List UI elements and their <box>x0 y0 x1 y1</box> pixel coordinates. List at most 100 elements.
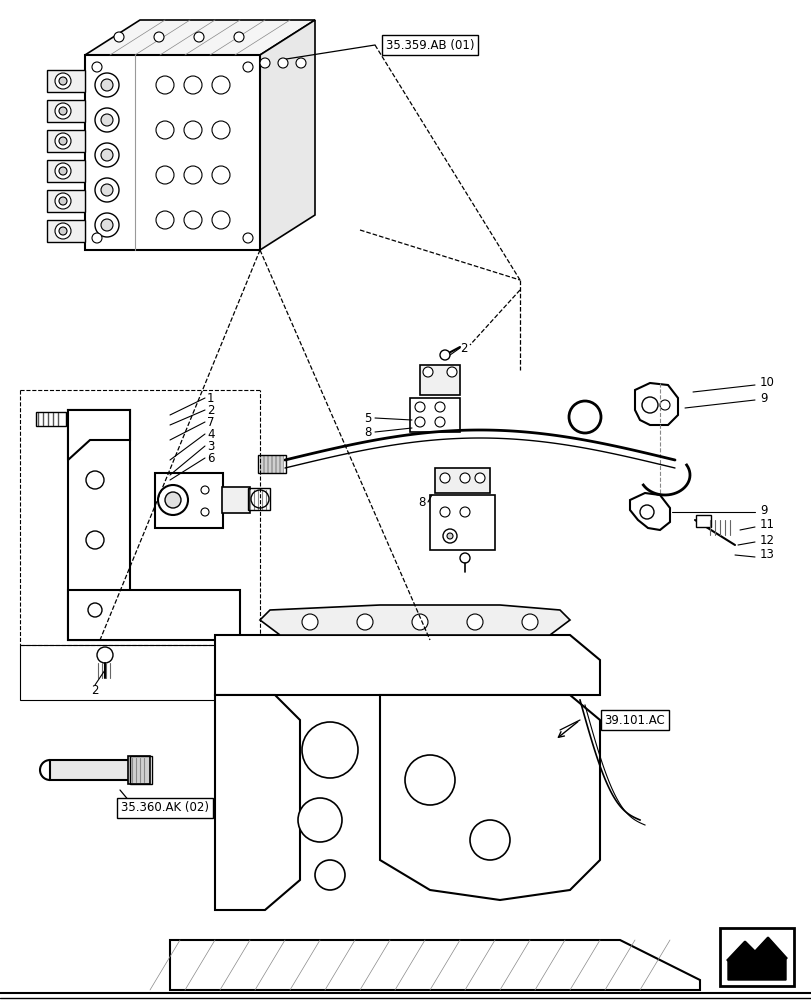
Circle shape <box>101 184 113 196</box>
Circle shape <box>435 417 444 427</box>
Polygon shape <box>727 938 785 980</box>
Circle shape <box>101 79 113 91</box>
Text: 35.359.AB (01): 35.359.AB (01) <box>385 39 474 52</box>
Bar <box>85 55 260 250</box>
Bar <box>130 756 152 784</box>
Circle shape <box>642 397 657 413</box>
Circle shape <box>165 492 181 508</box>
Circle shape <box>55 73 71 89</box>
Circle shape <box>59 197 67 205</box>
Circle shape <box>234 32 243 42</box>
Circle shape <box>95 73 119 97</box>
Circle shape <box>201 508 208 516</box>
Circle shape <box>260 58 270 68</box>
Circle shape <box>184 76 202 94</box>
Circle shape <box>659 400 669 410</box>
Circle shape <box>101 219 113 231</box>
Circle shape <box>414 402 424 412</box>
Circle shape <box>466 614 483 630</box>
Bar <box>260 455 263 473</box>
Bar <box>20 645 260 700</box>
Polygon shape <box>215 695 299 910</box>
Circle shape <box>114 32 124 42</box>
Text: 9: 9 <box>759 504 766 516</box>
Circle shape <box>440 350 449 360</box>
Circle shape <box>212 166 230 184</box>
Circle shape <box>194 32 204 42</box>
Circle shape <box>101 149 113 161</box>
Circle shape <box>414 417 424 427</box>
Bar <box>280 455 283 473</box>
Circle shape <box>156 121 174 139</box>
Circle shape <box>298 798 341 842</box>
Polygon shape <box>215 635 599 695</box>
Circle shape <box>440 473 449 483</box>
Circle shape <box>201 486 208 494</box>
Circle shape <box>59 227 67 235</box>
Text: 9: 9 <box>759 391 766 404</box>
Circle shape <box>212 121 230 139</box>
Bar <box>268 455 271 473</box>
Polygon shape <box>50 760 130 780</box>
Circle shape <box>55 133 71 149</box>
Circle shape <box>302 722 358 778</box>
Circle shape <box>101 114 113 126</box>
Circle shape <box>95 143 119 167</box>
Text: 4: 4 <box>207 428 214 440</box>
Circle shape <box>95 108 119 132</box>
Circle shape <box>86 471 104 489</box>
Text: 12: 12 <box>759 534 774 546</box>
Circle shape <box>92 62 102 72</box>
Circle shape <box>639 505 653 519</box>
Circle shape <box>474 473 484 483</box>
Text: 8: 8 <box>418 495 426 508</box>
Polygon shape <box>169 940 699 990</box>
Text: 5: 5 <box>364 412 371 424</box>
Bar <box>719 928 793 986</box>
Bar <box>221 487 250 513</box>
Circle shape <box>212 76 230 94</box>
Circle shape <box>86 531 104 549</box>
Circle shape <box>212 211 230 229</box>
Circle shape <box>92 233 102 243</box>
Polygon shape <box>380 695 599 900</box>
Circle shape <box>460 553 470 563</box>
Bar <box>47 70 85 92</box>
Bar <box>47 160 85 182</box>
Circle shape <box>357 614 372 630</box>
Circle shape <box>423 367 432 377</box>
Bar <box>272 455 275 473</box>
Circle shape <box>59 167 67 175</box>
Text: 1: 1 <box>207 391 214 404</box>
Text: 6: 6 <box>207 452 214 464</box>
Circle shape <box>95 178 119 202</box>
Bar <box>276 455 279 473</box>
Polygon shape <box>260 605 569 635</box>
Text: 2: 2 <box>460 342 467 355</box>
Circle shape <box>55 103 71 119</box>
Circle shape <box>302 614 318 630</box>
Polygon shape <box>85 20 315 55</box>
Text: 2: 2 <box>207 403 214 416</box>
Circle shape <box>435 402 444 412</box>
Circle shape <box>184 211 202 229</box>
Circle shape <box>460 473 470 483</box>
Circle shape <box>470 820 509 860</box>
Circle shape <box>154 32 164 42</box>
Circle shape <box>88 603 102 617</box>
Text: 7: 7 <box>207 416 214 428</box>
Polygon shape <box>68 410 130 640</box>
Circle shape <box>184 166 202 184</box>
Circle shape <box>59 77 67 85</box>
Circle shape <box>184 121 202 139</box>
Text: 8: 8 <box>364 426 371 438</box>
Text: 11: 11 <box>759 518 774 532</box>
Circle shape <box>156 76 174 94</box>
Circle shape <box>156 211 174 229</box>
Text: 2: 2 <box>91 684 99 696</box>
Circle shape <box>59 137 67 145</box>
Circle shape <box>158 485 188 515</box>
Polygon shape <box>260 20 315 250</box>
Circle shape <box>443 529 457 543</box>
Circle shape <box>277 58 288 68</box>
